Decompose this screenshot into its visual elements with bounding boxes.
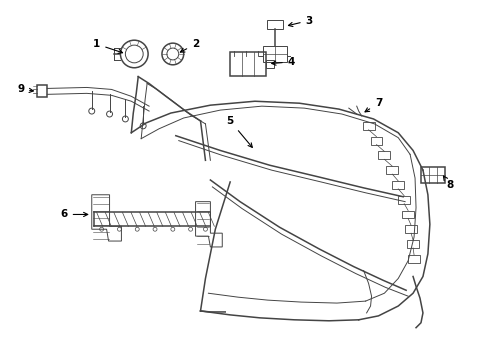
Text: 8: 8 (443, 176, 453, 190)
Text: 7: 7 (365, 98, 382, 112)
Text: 4: 4 (272, 57, 295, 67)
Text: 9: 9 (17, 84, 33, 94)
Text: 1: 1 (93, 39, 122, 53)
Text: 2: 2 (180, 39, 199, 52)
Text: 5: 5 (226, 116, 252, 147)
Text: 3: 3 (289, 15, 313, 27)
Text: 6: 6 (60, 210, 88, 220)
